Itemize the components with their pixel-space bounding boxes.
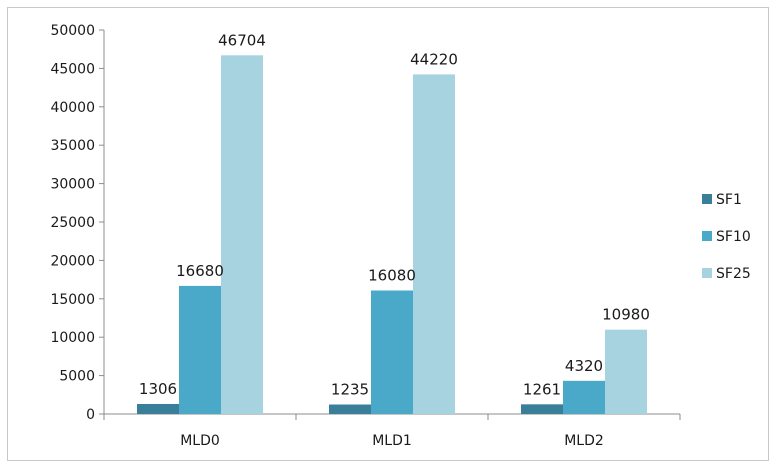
data-label: 4320 [565,357,603,375]
bar-sf1-mld1 [329,405,371,414]
y-tick-label: 10000 [50,330,95,346]
bar-sf25-mld2 [605,330,647,414]
bar-sf10-mld1 [371,291,413,414]
y-tick-label: 0 [86,407,95,423]
data-label: 1306 [139,380,177,398]
y-tick-label: 15000 [50,292,95,308]
data-label: 44220 [410,50,458,68]
y-tick-label: 25000 [50,215,95,231]
x-axis-categories: MLD0 MLD1 MLD2 [104,414,680,449]
data-label: 46704 [218,31,266,49]
y-axis-ticks: 0 5000 10000 15000 20000 25000 30000 35000 40000… [50,23,104,423]
legend-swatch [702,231,712,241]
y-tick-label: 45000 [50,61,95,77]
y-tick-label: 50000 [50,23,95,39]
category-label: MLD1 [372,433,412,449]
legend-swatch [702,268,712,278]
bar-sf10-mld2 [563,381,605,414]
y-tick-label: 30000 [50,177,95,193]
legend-label: SF1 [716,192,742,208]
category-label: MLD0 [180,433,220,449]
category-label: MLD2 [564,433,604,449]
bar-sf10-mld0 [179,286,221,414]
bar-sf25-mld0 [221,55,263,414]
bar-sf1-mld2 [521,404,563,414]
bar-sf1-mld0 [137,404,179,414]
y-tick-label: 5000 [59,369,95,385]
legend-label: SF10 [716,229,751,245]
bar-sf25-mld1 [413,74,455,414]
data-label: 10980 [602,306,650,324]
data-label: 16080 [368,267,416,285]
y-tick-label: 35000 [50,138,95,154]
data-label: 1261 [523,380,561,398]
legend: SF1 SF10 SF25 [702,192,751,282]
legend-label: SF25 [716,266,751,282]
y-tick-label: 20000 [50,253,95,269]
y-tick-label: 40000 [50,100,95,116]
legend-swatch [702,194,712,204]
data-label: 1235 [331,381,369,399]
data-label: 16680 [176,262,224,280]
